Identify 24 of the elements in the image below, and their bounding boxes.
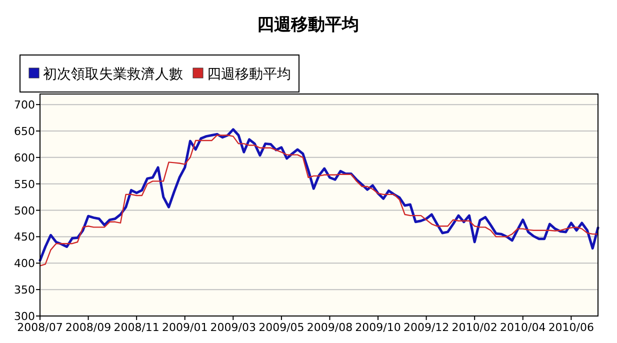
y-tick-label: 700: [14, 98, 35, 112]
y-tick-label: 550: [14, 178, 35, 191]
x-tick-label: 2010/04: [500, 321, 546, 334]
x-tick-label: 2008/09: [65, 321, 112, 334]
x-tick-label: 2009/03: [210, 321, 256, 334]
x-tick-label: 2009/12: [403, 321, 450, 334]
y-tick-label: 400: [14, 257, 35, 270]
chart-title: 四週移動平均: [257, 15, 359, 35]
y-tick-label: 650: [14, 125, 35, 138]
x-tick-label: 2010/06: [548, 321, 594, 334]
x-tick-label: 2010/02: [452, 321, 498, 334]
x-tick-label: 2009/05: [258, 321, 304, 334]
y-tick-label: 600: [14, 151, 35, 164]
y-tick-label: 350: [14, 284, 35, 297]
x-tick-label: 2009/10: [355, 321, 401, 334]
x-tick-label: 2008/07: [17, 321, 63, 334]
legend-label: 初次領取失業救濟人數: [43, 66, 183, 82]
x-tick-label: 2009/01: [162, 321, 208, 334]
y-tick-label: 450: [14, 230, 35, 244]
y-tick-label: 300: [14, 310, 35, 323]
y-tick-label: 500: [14, 204, 35, 218]
legend-label: 四週移動平均: [207, 66, 291, 82]
x-tick-label: 2009/08: [306, 321, 353, 334]
x-tick-label: 2008/11: [114, 321, 160, 334]
